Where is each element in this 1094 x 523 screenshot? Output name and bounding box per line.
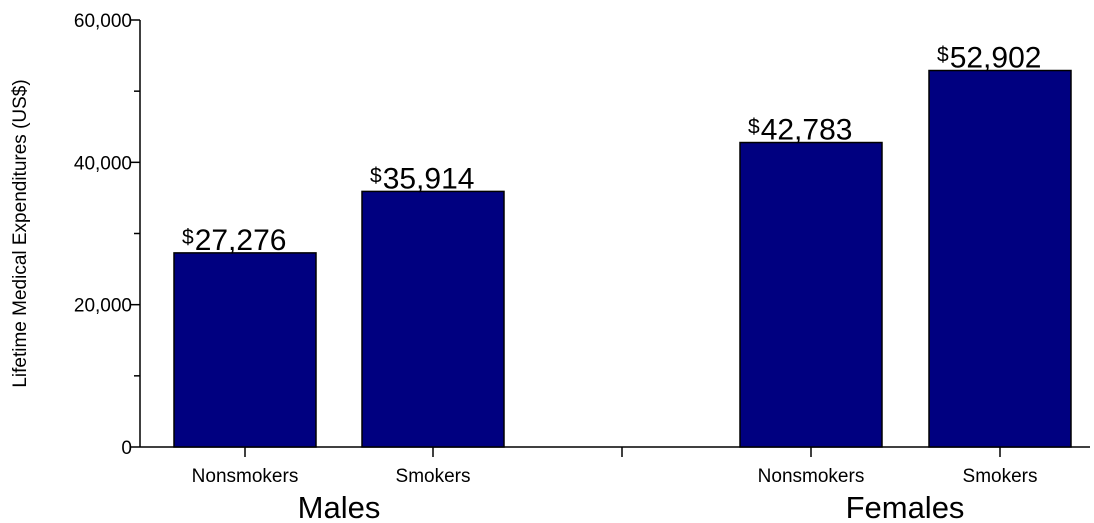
bar-females-smokers	[928, 69, 1072, 448]
x-axis: Nonsmokers Smokers Males Nonsmokers Smokers F…	[140, 446, 1090, 523]
x-category-label: Smokers	[963, 466, 1038, 487]
bars	[173, 69, 1072, 448]
group-label-females: Females	[846, 490, 965, 523]
y-tick-label: 0	[121, 438, 132, 459]
x-category-label: Nonsmokers	[758, 466, 865, 487]
data-label: $35,914	[370, 162, 474, 195]
x-category-label: Smokers	[396, 466, 471, 487]
y-tick-label: 60,000	[74, 11, 132, 32]
bar-females-nonsmokers	[739, 141, 883, 448]
group-label-males: Males	[298, 490, 381, 523]
y-axis-title: Lifetime Medical Expenditures (US$)	[10, 79, 31, 387]
x-category-label: Nonsmokers	[192, 466, 299, 487]
y-tick-label: 40,000	[74, 153, 132, 174]
data-label: $27,276	[182, 224, 286, 257]
y-axis: 0 20,000 40,000 60,000 Lifetime Medical Expe…	[10, 11, 141, 459]
bar-males-smokers	[361, 190, 505, 448]
data-labels: $27,276 $35,914 $42,783 $52,902	[182, 42, 1041, 257]
data-label: $52,902	[937, 42, 1041, 75]
bar-males-nonsmokers	[173, 252, 317, 448]
data-label: $42,783	[748, 114, 852, 147]
y-tick-label: 20,000	[74, 296, 132, 317]
